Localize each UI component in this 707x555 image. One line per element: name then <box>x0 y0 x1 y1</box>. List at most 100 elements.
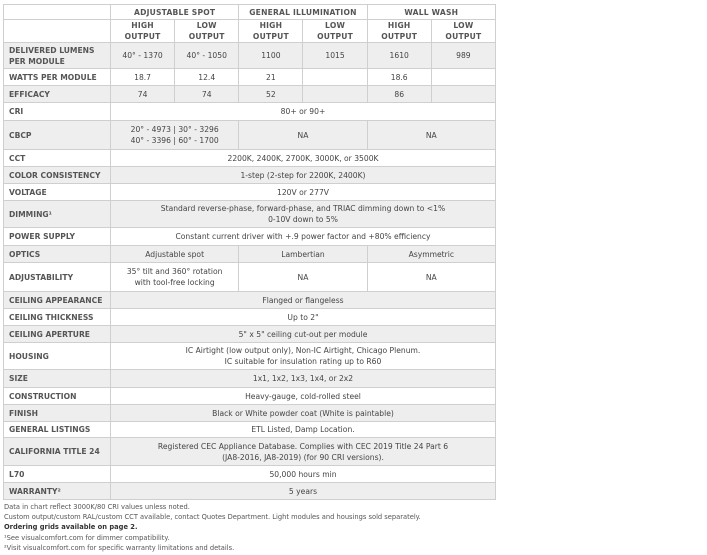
value-cell: 21 <box>238 68 304 86</box>
value-cell: 86 <box>366 85 432 103</box>
note-ordering: Ordering grids available on page 2. <box>4 523 138 532</box>
table-row: CALIFORNIA TITLE 24 Registered CEC Applia… <box>3 437 496 466</box>
row-label: CEILING APPEARANCE <box>3 291 111 309</box>
value-cell: 80+ or 90+ <box>110 102 496 121</box>
row-label: CBCP <box>3 120 111 150</box>
row-label: CRI <box>3 102 111 121</box>
value-cell: 35° tilt and 360° rotation with tool-fre… <box>109 262 240 292</box>
value-cell: 5" x 5" ceiling cut-out per module <box>110 325 496 343</box>
table-row: CEILING THICKNESS Up to 2" <box>3 308 496 326</box>
sub-header: HIGH OUTPUT <box>238 19 304 43</box>
header-group-row: ADJUSTABLE SPOT GENERAL ILLUMINATION WAL… <box>3 4 497 20</box>
row-label: SIZE <box>3 369 111 388</box>
value-cell: Constant current driver with +.9 power f… <box>110 227 496 246</box>
table-row: HOUSING IC Airtight (low output only), No… <box>3 342 496 370</box>
value-cell: NA <box>238 262 368 292</box>
table-row: CONSTRUCTION Heavy-gauge, cold-rolled ste… <box>3 387 496 405</box>
group-adjustable-spot: ADJUSTABLE SPOT <box>109 4 240 20</box>
row-label: CEILING APERTURE <box>3 325 111 343</box>
header-sub-row: HIGH OUTPUT LOW OUTPUT HIGH OUTPUT LOW O… <box>3 19 497 43</box>
value-cell <box>302 85 368 103</box>
value-cell: 1610 <box>366 42 432 69</box>
table-row: VOLTAGE 120V or 277V <box>3 183 496 201</box>
value-cell: Flanged or flangeless <box>110 291 496 309</box>
value-cell: Up to 2" <box>110 308 496 326</box>
note-warranty: ²Visit visualcomfort.com for specific wa… <box>4 543 235 552</box>
row-label: DELIVERED LUMENS PER MODULE <box>3 42 111 69</box>
table-row: L70 50,000 hours min <box>3 465 496 483</box>
row-label: CONSTRUCTION <box>3 387 111 405</box>
table-row: CCT 2200K, 2400K, 2700K, 3000K, or 3500K <box>3 149 496 167</box>
row-label: COLOR CONSISTENCY <box>3 166 111 184</box>
corner-cell <box>3 4 111 20</box>
value-cell: Adjustable spot <box>109 245 240 263</box>
table-row: WATTS PER MODULE 18.7 12.4 21 18.6 <box>3 68 497 86</box>
value-cell <box>430 85 497 103</box>
value-cell: 5 years <box>110 482 496 500</box>
value-cell: 50,000 hours min <box>110 465 496 483</box>
table-row: DIMMING¹ Standard reverse-phase, forward-… <box>3 200 496 228</box>
table-row: ADJUSTABILITY 35° tilt and 360° rotation … <box>3 262 497 292</box>
value-cell: 1-step (2-step for 2200K, 2400K) <box>110 166 496 184</box>
row-label: HOUSING <box>3 342 111 370</box>
note: Data in chart reflect 3000K/80 CRI value… <box>4 503 190 511</box>
row-label: GENERAL LISTINGS <box>3 421 111 438</box>
specifications-table: ADJUSTABLE SPOT GENERAL ILLUMINATION WAL… <box>3 4 497 500</box>
value-cell: 18.7 <box>109 68 176 86</box>
sub-header: LOW OUTPUT <box>430 19 497 43</box>
value-cell: 40° - 1370 <box>109 42 176 69</box>
row-label: EFFICACY <box>3 85 111 103</box>
group-general-illumination: GENERAL ILLUMINATION <box>238 4 368 20</box>
value-cell: Lambertian <box>238 245 368 263</box>
value-cell: 989 <box>430 42 497 69</box>
sub-header: LOW OUTPUT <box>302 19 368 43</box>
value-cell: 20° - 4973 | 30° - 3296 40° - 3396 | 60°… <box>109 120 240 150</box>
table-row: EFFICACY 74 74 52 86 <box>3 85 497 103</box>
value-cell: Standard reverse-phase, forward-phase, a… <box>110 200 496 228</box>
row-label: L70 <box>3 465 111 483</box>
value-cell <box>430 68 497 86</box>
corner-cell <box>3 19 111 43</box>
row-label: CALIFORNIA TITLE 24 <box>3 437 111 466</box>
row-label: VOLTAGE <box>3 183 111 201</box>
table-row: CEILING APPEARANCE Flanged or flangeless <box>3 291 496 309</box>
value-cell: Black or White powder coat (White is pai… <box>110 404 496 422</box>
row-label: WARRANTY² <box>3 482 111 500</box>
row-label: POWER SUPPLY <box>3 227 111 246</box>
table-row: COLOR CONSISTENCY 1-step (2-step for 2200… <box>3 166 496 184</box>
value-cell: NA <box>238 120 368 150</box>
value-cell: 74 <box>109 85 176 103</box>
value-cell: 120V or 277V <box>110 183 496 201</box>
value-cell: 18.6 <box>366 68 432 86</box>
value-cell <box>302 68 368 86</box>
table-row: POWER SUPPLY Constant current driver with… <box>3 227 496 246</box>
sub-header: HIGH OUTPUT <box>109 19 176 43</box>
sub-header: HIGH OUTPUT <box>366 19 432 43</box>
group-wall-wash: WALL WASH <box>366 4 497 20</box>
table-row: FINISH Black or White powder coat (White … <box>3 404 496 422</box>
footnotes: Data in chart reflect 3000K/80 CRI value… <box>4 502 421 553</box>
value-cell: 12.4 <box>174 68 240 86</box>
note-dimmer: ¹See visualcomfort.com for dimmer compat… <box>4 533 170 542</box>
table-row: OPTICS Adjustable spot Lambertian Asymmetri… <box>3 245 497 263</box>
sub-header: LOW OUTPUT <box>174 19 240 43</box>
value-cell: 2200K, 2400K, 2700K, 3000K, or 3500K <box>110 149 496 167</box>
value-cell: Registered CEC Appliance Database. Compl… <box>110 437 496 466</box>
row-label: ADJUSTABILITY <box>3 262 111 292</box>
value-cell: 1x1, 1x2, 1x3, 1x4, or 2x2 <box>110 369 496 388</box>
table-row: WARRANTY² 5 years <box>3 482 496 500</box>
row-label: FINISH <box>3 404 111 422</box>
value-cell: NA <box>366 262 497 292</box>
row-label: OPTICS <box>3 245 111 263</box>
note: Custom output/custom RAL/custom CCT avai… <box>4 513 421 522</box>
value-cell: 74 <box>174 85 240 103</box>
value-cell: 40° - 1050 <box>174 42 240 69</box>
table-row: CEILING APERTURE 5" x 5" ceiling cut-out … <box>3 325 496 343</box>
row-label: CEILING THICKNESS <box>3 308 111 326</box>
table-row: GENERAL LISTINGS ETL Listed, Damp Locatio… <box>3 421 496 438</box>
value-cell: NA <box>366 120 497 150</box>
value-cell: 52 <box>238 85 304 103</box>
table-row: SIZE 1x1, 1x2, 1x3, 1x4, or 2x2 <box>3 369 496 388</box>
value-cell: 1100 <box>238 42 304 69</box>
value-cell: Asymmetric <box>366 245 497 263</box>
